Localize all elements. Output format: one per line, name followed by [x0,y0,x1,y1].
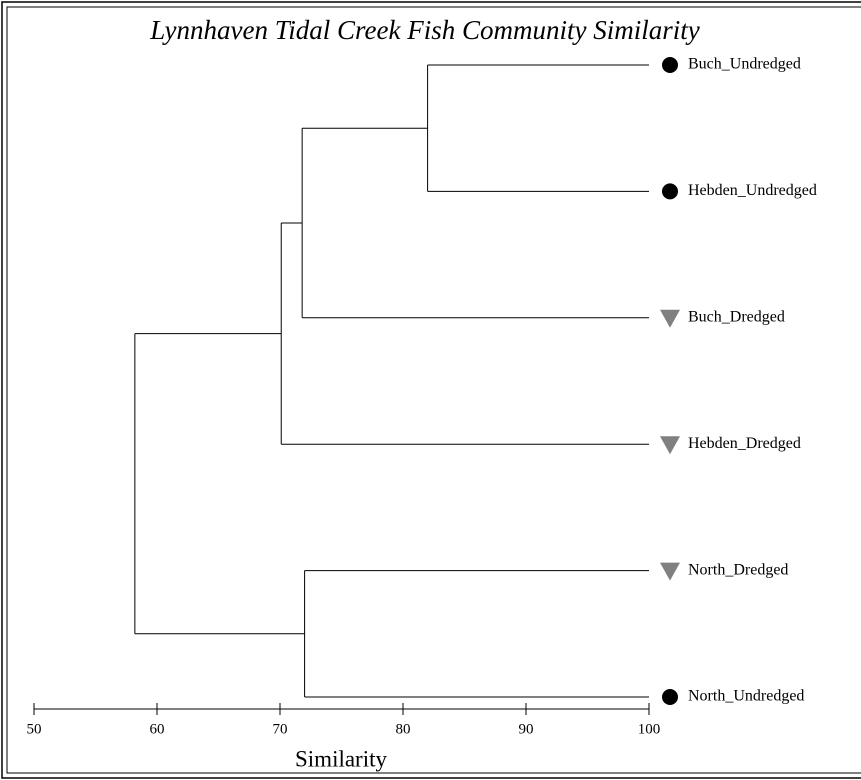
x-axis-label: Similarity [295,746,388,771]
x-tick-label: 70 [273,721,288,737]
leaf-marker [662,183,678,200]
leaf-label: Hebden_Undredged [688,182,817,199]
leaf-marker [660,436,680,455]
leaf-label: North_Undredged [688,688,804,705]
leaf-label: North_Dredged [688,561,788,578]
leaf-marker [662,689,678,705]
x-tick-label: 90 [519,721,534,737]
x-tick-label: 50 [27,721,42,737]
x-tick-label: 60 [150,721,165,737]
leaf-marker [662,57,678,73]
leaf-marker [660,562,680,581]
leaf-marker [660,309,680,328]
x-tick-label: 80 [396,721,411,737]
inner-frame [6,6,861,774]
leaf-label: Buch_Undredged [688,56,801,73]
leaf-label: Hebden_Dredged [688,435,801,452]
chart-title: Lynnhaven Tidal Creek Fish Community Sim… [149,15,699,45]
x-tick-label: 100 [638,721,661,737]
leaf-label: Buch_Dredged [688,308,785,325]
